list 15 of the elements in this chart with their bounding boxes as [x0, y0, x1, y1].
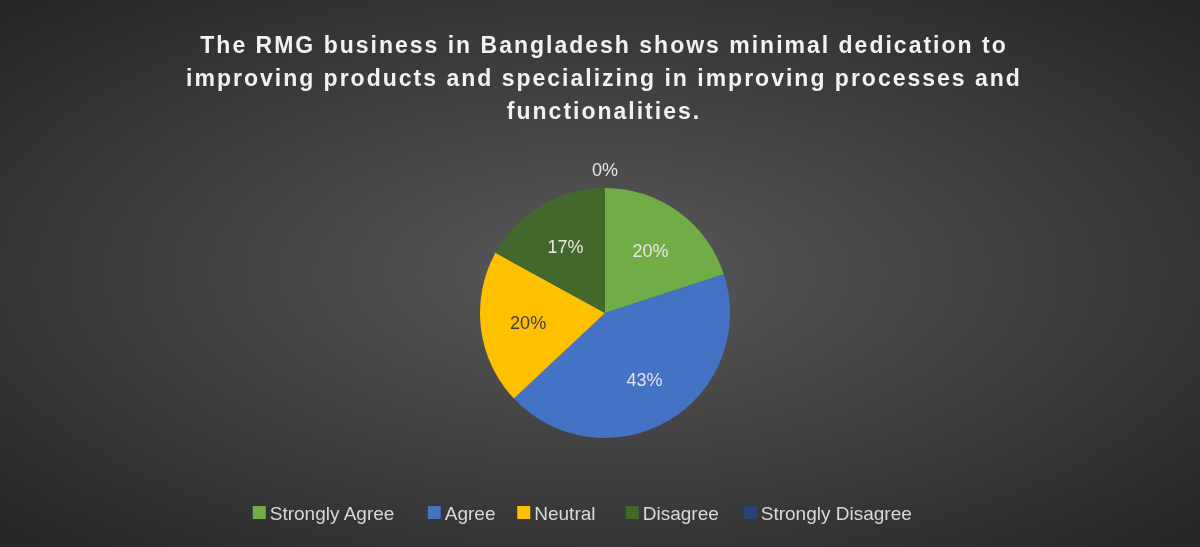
data-label: 17%: [547, 236, 584, 257]
legend-label: Strongly Disagree: [760, 502, 912, 524]
chart-title: The RMG business in Bangladesh shows minimal dedication to improving products and specializing in improving processes and functionalities.: [186, 32, 1022, 124]
pie-slice: [513, 274, 730, 438]
legend-label: Agree: [444, 502, 496, 524]
data-label: 20%: [510, 313, 547, 334]
data-label: 43%: [626, 370, 663, 391]
legend-label: Strongly Agree: [269, 502, 395, 524]
legend-label: Disagree: [642, 502, 719, 524]
data-label: 20%: [632, 240, 669, 261]
pie-slice: [480, 252, 605, 399]
pie-slice: [495, 188, 605, 313]
text: 0%: [591, 160, 619, 181]
pie-slice: [605, 188, 724, 313]
legend-label: Neutral: [534, 502, 596, 524]
